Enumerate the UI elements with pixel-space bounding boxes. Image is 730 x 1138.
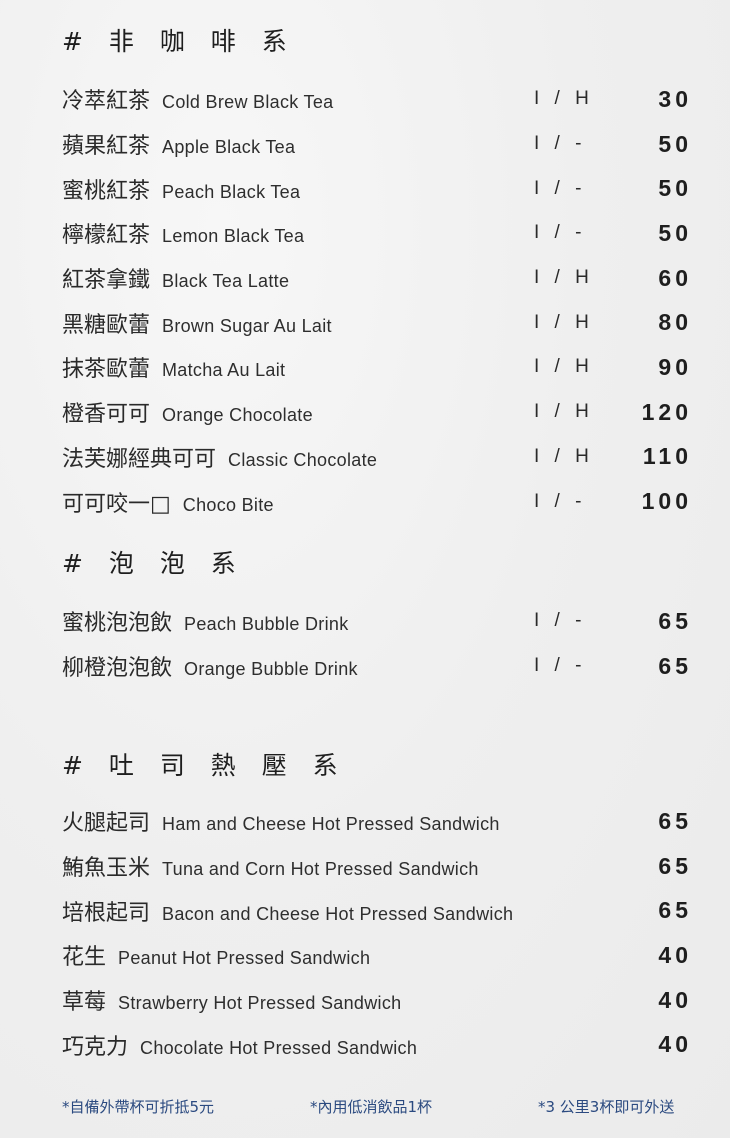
item-price: 65 <box>658 807 692 834</box>
item-temperature: I / - <box>534 655 587 677</box>
item-price: 50 <box>658 130 692 157</box>
menu-section: 蜜桃泡泡飲 Peach Bubble Drink I / - 65 柳橙泡泡飲 Orang… <box>0 599 730 688</box>
item-temperature: I / H <box>534 311 594 333</box>
section-heading: # 吐 司 熱 壓 系 <box>62 751 347 780</box>
item-name-zh: 培根起司 <box>62 900 151 926</box>
item-temperature: I / - <box>534 490 587 512</box>
footer-note: *自備外帶杯可折抵5元 <box>62 1098 215 1116</box>
item-temperature: I / H <box>534 401 594 423</box>
menu-item: 黑糖歐蕾 Brown Sugar Au Lait I / H 80 <box>0 300 730 345</box>
menu-item: 培根起司 Bacon and Cheese Hot Pressed Sandwic… <box>0 888 730 933</box>
item-temperature: I / H <box>534 445 594 467</box>
item-temperature: I / H <box>534 88 594 110</box>
item-temperature: I / H <box>534 356 594 378</box>
item-temperature: I / - <box>534 133 587 155</box>
item-price: 50 <box>658 219 692 246</box>
item-name-en: Strawberry Hot Pressed Sandwich <box>118 993 402 1014</box>
item-name-zh: 草莓 <box>62 990 107 1016</box>
footer-note: *3 公里3杯即可外送 <box>538 1098 675 1116</box>
item-name-zh: 蘋果紅茶 <box>62 134 151 160</box>
item-price: 40 <box>658 941 692 968</box>
item-name-en: Brown Sugar Au Lait <box>162 315 332 336</box>
item-price: 30 <box>658 85 692 112</box>
item-name-zh: 火腿起司 <box>62 811 151 837</box>
item-price: 90 <box>658 353 692 380</box>
item-name-en: Orange Chocolate <box>162 405 313 426</box>
item-price: 65 <box>658 652 692 679</box>
item-temperature: I / - <box>534 610 587 632</box>
item-name-zh: 抹茶歐蕾 <box>62 357 151 383</box>
menu-item: 草莓 Strawberry Hot Pressed Sandwich 40 <box>0 978 730 1023</box>
item-price: 65 <box>658 897 692 924</box>
item-name-zh: 蜜桃紅茶 <box>62 178 151 204</box>
item-temperature: I / - <box>534 177 587 199</box>
item-name-zh: 鮪魚玉米 <box>62 856 151 882</box>
item-name-zh: 法芙娜經典可可 <box>62 446 217 472</box>
menu-item: 法芙娜經典可可 Classic Chocolate I / H 110 <box>0 435 730 480</box>
item-temperature: I / H <box>534 267 594 289</box>
menu-item: 柳橙泡泡飲 Orange Bubble Drink I / - 65 <box>0 644 730 689</box>
item-name-zh: 蜜桃泡泡飲 <box>62 611 173 637</box>
menu-item: 冷萃紅茶 Cold Brew Black Tea I / H 30 <box>0 77 730 122</box>
item-price: 100 <box>641 488 692 515</box>
section-heading: # 非 咖 啡 系 <box>62 27 296 56</box>
menu-item: 紅茶拿鐵 Black Tea Latte I / H 60 <box>0 256 730 301</box>
item-name-en: Peach Black Tea <box>162 181 301 202</box>
item-name-en: Ham and Cheese Hot Pressed Sandwich <box>162 814 500 835</box>
item-name-en: Lemon Black Tea <box>162 226 305 247</box>
item-name-zh: 巧克力 <box>62 1034 129 1060</box>
item-name-zh: 柳橙泡泡飲 <box>62 656 173 682</box>
item-name-zh: 冷萃紅茶 <box>62 89 151 115</box>
item-name-zh: 黑糖歐蕾 <box>62 312 151 338</box>
item-name-zh: 橙香可可 <box>62 402 151 428</box>
item-name-en: Apple Black Tea <box>162 137 296 158</box>
menu-item: 檸檬紅茶 Lemon Black Tea I / - 50 <box>0 211 730 256</box>
section-heading: # 泡 泡 系 <box>62 549 245 578</box>
item-name-zh: 紅茶拿鐵 <box>62 268 151 294</box>
menu-item: 花生 Peanut Hot Pressed Sandwich 40 <box>0 933 730 978</box>
menu-item: 可可咬一□ Choco Bite I / - 100 <box>0 479 730 524</box>
item-price: 65 <box>658 852 692 879</box>
item-price: 50 <box>658 175 692 202</box>
menu-item: 橙香可可 Orange Chocolate I / H 120 <box>0 390 730 435</box>
menu-item: 蘋果紅茶 Apple Black Tea I / - 50 <box>0 122 730 167</box>
item-name-en: Chocolate Hot Pressed Sandwich <box>140 1037 418 1058</box>
item-price: 80 <box>658 309 692 336</box>
item-name-en: Choco Bite <box>182 494 274 515</box>
menu-item: 鮪魚玉米 Tuna and Corn Hot Pressed Sandwich 65 <box>0 844 730 889</box>
item-price: 110 <box>642 443 692 470</box>
menu-section: 火腿起司 Ham and Cheese Hot Pressed Sandwich 6… <box>0 799 730 1067</box>
footer-note: *內用低消飲品1杯 <box>310 1098 433 1116</box>
item-name-en: Classic Chocolate <box>228 449 378 470</box>
item-name-en: Black Tea Latte <box>162 271 290 292</box>
item-name-en: Orange Bubble Drink <box>184 659 358 680</box>
item-name-en: Cold Brew Black Tea <box>162 92 334 113</box>
item-name-en: Tuna and Corn Hot Pressed Sandwich <box>162 859 479 880</box>
item-name-zh: 檸檬紅茶 <box>62 223 151 249</box>
item-price: 65 <box>658 607 692 634</box>
menu-item: 火腿起司 Ham and Cheese Hot Pressed Sandwich 6… <box>0 799 730 844</box>
menu-section: 冷萃紅茶 Cold Brew Black Tea I / H 30 蘋果紅茶 Apple … <box>0 77 730 524</box>
item-name-en: Peach Bubble Drink <box>184 614 349 635</box>
item-temperature: I / - <box>534 222 587 244</box>
item-name-en: Matcha Au Lait <box>162 360 286 381</box>
menu-item: 巧克力 Chocolate Hot Pressed Sandwich 40 <box>0 1022 730 1067</box>
item-price: 40 <box>658 986 692 1013</box>
item-price: 120 <box>641 398 692 425</box>
item-name-zh: 可可咬一□ <box>62 491 171 517</box>
menu-item: 蜜桃泡泡飲 Peach Bubble Drink I / - 65 <box>0 599 730 644</box>
menu-item: 抹茶歐蕾 Matcha Au Lait I / H 90 <box>0 345 730 390</box>
item-price: 60 <box>658 264 692 291</box>
item-name-en: Bacon and Cheese Hot Pressed Sandwich <box>162 903 514 924</box>
item-name-zh: 花生 <box>62 945 107 971</box>
item-name-en: Peanut Hot Pressed Sandwich <box>118 948 371 969</box>
item-price: 40 <box>658 1031 692 1058</box>
menu-item: 蜜桃紅茶 Peach Black Tea I / - 50 <box>0 166 730 211</box>
